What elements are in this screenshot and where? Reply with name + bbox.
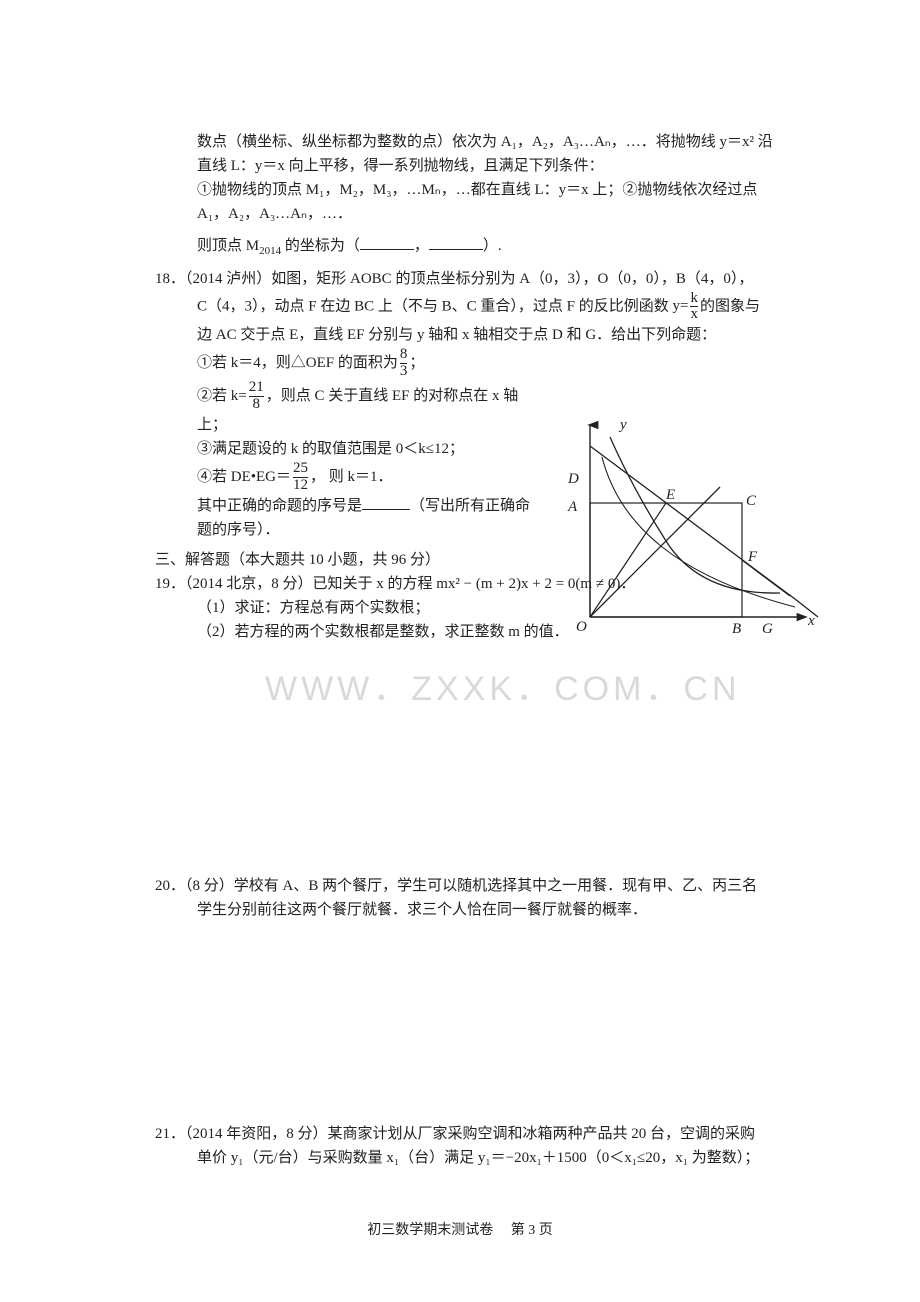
q18-s4: ④若 DE•EG＝2512， 则 k＝1． [197, 461, 535, 494]
label-B: B [732, 617, 741, 641]
label-y: y [620, 413, 627, 437]
q18-s1: ①若 k＝4，则△OEF 的面积为83； [197, 347, 535, 380]
text: ①若 k＝4，则△OEF 的面积为 [197, 355, 398, 371]
label-C: C [746, 489, 756, 513]
num: 21 [249, 380, 264, 396]
label-O: O [576, 615, 587, 639]
q21: 21．（2014 年资阳，8 分）某商家计划从厂家采购空调和冰箱两种产品共 20… [155, 1122, 775, 1170]
label-G: G [762, 617, 773, 641]
blank-line: 则顶点 M2014 的坐标为（ ， ）. [197, 234, 775, 261]
q18-s2c: 上； [197, 413, 535, 437]
label-A: A [568, 495, 577, 519]
qnum: 20． [155, 878, 185, 894]
text: 的坐标为（ [281, 238, 360, 254]
line: ①抛物线的顶点 M₁，M₂，M₃，…Mₙ，…都在直线 L：y＝x 上；②抛物线依… [197, 178, 775, 202]
label-E: E [666, 483, 675, 507]
q18-s3: ③满足题设的 k 的取值范围是 0＜k≤12； [197, 437, 535, 461]
blank [362, 509, 410, 510]
qnum: 21． [155, 1126, 185, 1142]
text: ②若 [197, 388, 227, 404]
q20-line2: 学生分别前往这两个餐厅就餐．求三个人恰在同一餐厅就餐的概率． [197, 898, 775, 922]
q20: 20．（8 分）学校有 A、B 两个餐厅，学生可以随机选择其中之一用餐．现有甲、… [155, 874, 775, 922]
text: ）. [483, 238, 502, 254]
blank [360, 249, 414, 250]
text: （8 分）学校有 A、B 两个餐厅，学生可以随机选择其中之一用餐．现有甲、乙、丙… [185, 878, 757, 894]
q20-line1: 20．（8 分）学校有 A、B 两个餐厅，学生可以随机选择其中之一用餐．现有甲、… [155, 874, 775, 898]
pref: k= [231, 388, 247, 404]
text: （2014 年资阳，8 分）某商家计划从厂家采购空调和冰箱两种产品共 20 台，… [185, 1126, 755, 1142]
qnum: 18． [155, 271, 185, 287]
footer-right: 第 3 页 [511, 1223, 553, 1238]
footer: 初三数学期末测试卷 第 3 页 [0, 1220, 920, 1242]
q18-line1: 18．（2014 泸州）如图，矩形 AOBC 的顶点坐标分别为 A（0，3），O… [155, 267, 775, 291]
label-x: x [808, 609, 815, 633]
blank [429, 249, 483, 250]
den: x [690, 306, 698, 323]
q18-line2: C（4，3），动点 F 在边 BC 上（不与 B、C 重合），过点 F 的反比例… [197, 291, 775, 324]
frac-y: y=kx [672, 298, 699, 314]
text: ④若 DE•EG＝ [197, 469, 291, 485]
text: ， 则 k＝1． [310, 469, 393, 485]
den: 3 [400, 363, 408, 380]
subscript: 2014 [259, 245, 281, 257]
q18-tail3: 题的序号）． [197, 518, 535, 542]
q21-line1: 21．（2014 年资阳，8 分）某商家计划从厂家采购空调和冰箱两种产品共 20… [155, 1122, 775, 1146]
q18-s2: ②若 k=218，则点 C 关于直线 EF 的对称点在 x 轴 [197, 380, 535, 413]
pref: y= [672, 298, 688, 314]
label-D: D [568, 467, 579, 491]
footer-left: 初三数学期末测试卷 [367, 1223, 493, 1238]
k-frac: k=218 [231, 388, 266, 404]
q18-tail: 其中正确的命题的序号是 （写出所有正确命 [197, 494, 535, 518]
label-F: F [748, 545, 757, 569]
qnum: 19． [155, 576, 185, 592]
num: 25 [293, 461, 308, 477]
text: ； [409, 355, 424, 371]
q18: 18．（2014 泸州）如图，矩形 AOBC 的顶点坐标分别为 A（0，3），O… [155, 267, 775, 543]
line: 数点（横坐标、纵坐标都为整数的点）依次为 A₁，A₂，A₃…Aₙ，…．将抛物线 … [197, 130, 775, 154]
q21-line2: 单价 y₁（元/台）与采购数量 x₁（台）满足 y₁＝−20x₁＋1500（0＜… [197, 1146, 775, 1170]
text: 则顶点 M [197, 238, 259, 254]
text: （写出所有正确命 [410, 498, 530, 514]
line: 直线 L：y＝x 向上平移，得一系列抛物线，且满足下列条件： [197, 154, 775, 178]
text: 的图象与 [700, 298, 760, 314]
text: ，则点 C 关于直线 EF 的对称点在 x 轴 [266, 388, 519, 404]
den: 12 [293, 477, 308, 494]
num: 8 [400, 347, 408, 363]
q17-fragment: 数点（横坐标、纵坐标都为整数的点）依次为 A₁，A₂，A₃…Aₙ，…．将抛物线 … [197, 130, 775, 261]
num: k [690, 291, 698, 307]
text: 其中正确的命题的序号是 [197, 498, 362, 514]
graph-svg [550, 417, 820, 657]
den: 8 [249, 396, 264, 413]
q18-line3: 边 AC 交于点 E，直线 EF 分别与 y 轴和 x 轴相交于点 D 和 G．… [197, 323, 775, 347]
text: ， [414, 238, 429, 254]
text: （2014 泸州）如图，矩形 AOBC 的顶点坐标分别为 A（0，3），O（0，… [185, 271, 753, 287]
q18-figure: y x O A D C E F B G [550, 417, 820, 657]
line: A₁，A₂，A₃…Aₙ，…． [197, 202, 775, 226]
text: C（4，3），动点 F 在边 BC 上（不与 B、C 重合），过点 F 的反比例… [197, 298, 669, 314]
